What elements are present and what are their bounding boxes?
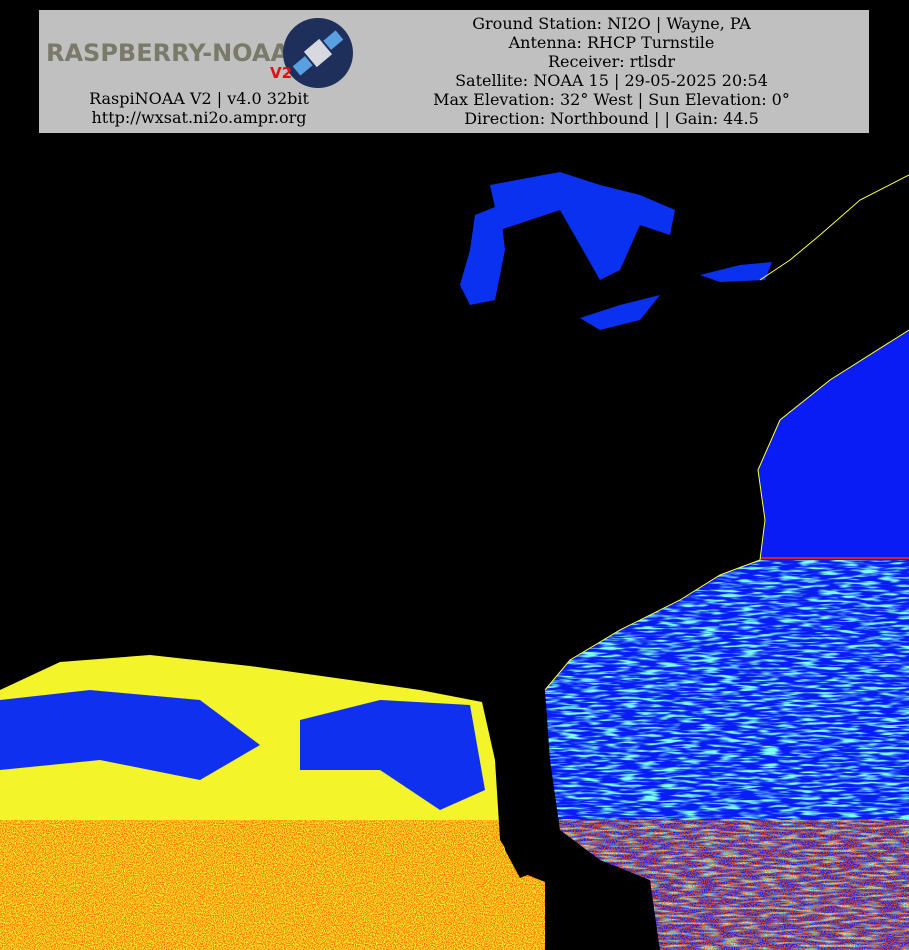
info-line: RaspiNOAA V2 | v4.0 32bit [89,89,309,108]
logo-name: RASPBERRY-NOAA [46,39,289,67]
info-line: Max Elevation: 32° West | Sun Elevation:… [433,90,790,109]
info-line: Direction: Northbound | | Gain: 44.5 [464,109,759,128]
atlantic-ocean [545,330,909,950]
great-lakes [460,172,772,330]
header: RASPBERRY-NOAA V2 RaspiNOAA V2 | v4.0 32… [39,10,869,133]
pass-info: Ground Station: NI2O | Wayne, PA Antenna… [409,14,814,128]
info-line: Antenna: RHCP Turnstile [508,33,715,52]
info-line: Satellite: NOAA 15 | 29-05-2025 20:54 [455,71,768,90]
scan-line [760,557,909,559]
left-info: RaspiNOAA V2 | v4.0 32bit http://wxsat.n… [59,89,339,127]
info-line: Ground Station: NI2O | Wayne, PA [472,14,751,33]
info-line: Receiver: rtlsdr [548,52,675,71]
logo-satellite [292,30,344,76]
florida [500,720,548,878]
logo: RASPBERRY-NOAA V2 [46,18,353,88]
info-line: http://wxsat.ni2o.ampr.org [91,108,307,127]
logo-version: V2 [270,64,292,82]
gulf-of-mexico [0,655,545,950]
coastline [544,174,909,691]
